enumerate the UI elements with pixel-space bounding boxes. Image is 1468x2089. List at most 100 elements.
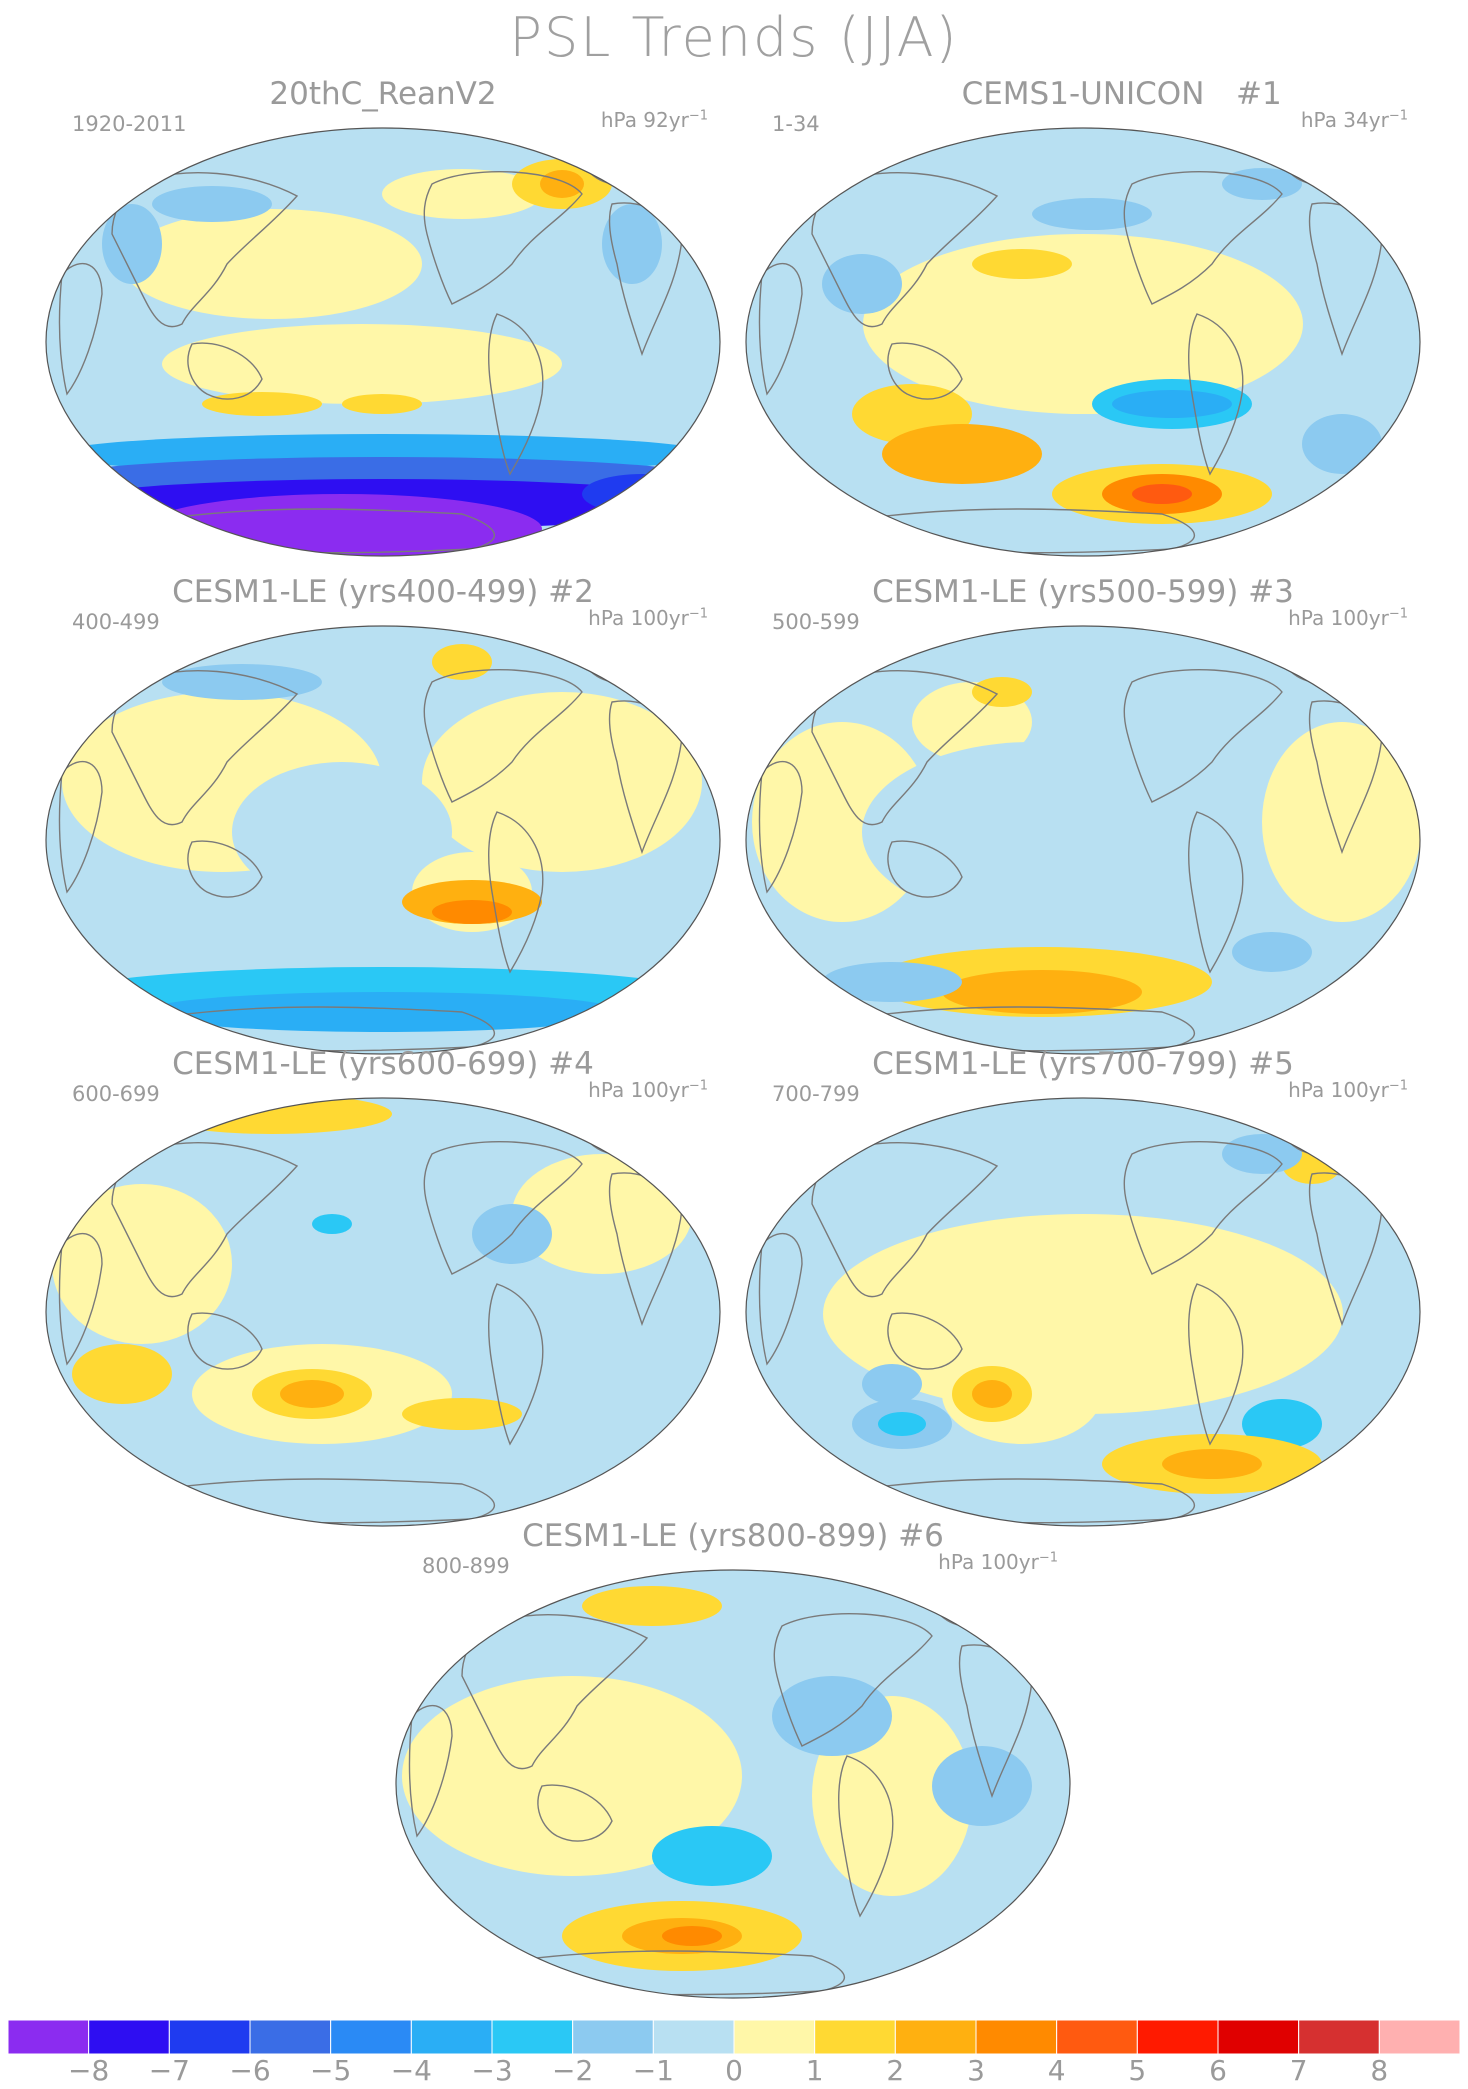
panel-title: CEMS1-UNICON: [961, 76, 1205, 112]
coastline: [488, 1283, 544, 1446]
panel-title: CESM1-LE (yrs400-499) #2: [172, 574, 594, 610]
trend-contour: [1232, 932, 1312, 972]
trend-contour: [822, 962, 962, 1002]
trend-contour: [1032, 198, 1152, 230]
trend-contour: [1262, 722, 1420, 922]
trend-contour: [862, 1364, 922, 1404]
trend-contour: [72, 1344, 172, 1404]
coastline: [887, 840, 963, 898]
colorbar-box: [168, 2020, 251, 2055]
trend-contour: [1162, 1449, 1262, 1479]
map-panel-cesm-5: CESM1-LE (yrs700-799) #5 700-799 hPa 100…: [736, 1046, 1430, 1536]
trend-contour: [280, 1380, 344, 1408]
coastline: [111, 1142, 299, 1298]
colorbar-box: [572, 2020, 654, 2055]
map-panel-unicon: CEMS1-UNICON #1 1-34 hPa 34yr−1: [736, 76, 1430, 566]
trend-contour: [162, 664, 322, 700]
trend-contour: [1112, 390, 1232, 418]
coastline: [811, 670, 999, 826]
trend-contour: [432, 644, 492, 680]
trend-contour: [232, 762, 452, 902]
panel-units: hPa 100yr−1: [1288, 606, 1408, 630]
colorbar-tick-label: 6: [1209, 2054, 1227, 2087]
coastline: [423, 171, 583, 305]
colorbar-box: [8, 2020, 90, 2055]
trend-contour: [972, 249, 1072, 279]
panel-years: 1-34: [772, 112, 820, 136]
colorbar-box: [894, 2020, 977, 2055]
trend-map: [45, 625, 721, 1055]
colorbar-tick-label: −6: [229, 2054, 271, 2087]
panel-units: hPa 34yr−1: [1300, 108, 1408, 132]
colorbar-box: [330, 2020, 412, 2055]
colorbar-box: [249, 2020, 332, 2055]
coastline: [1188, 811, 1244, 974]
colorbar-box: [975, 2020, 1058, 2055]
trend-map: [395, 1569, 1071, 1999]
map-border: [45, 1097, 721, 1527]
coastline: [187, 342, 263, 400]
coastline: [187, 840, 263, 898]
trend-map: [745, 127, 1421, 557]
trend-contour: [582, 474, 702, 514]
coastline: [408, 1704, 453, 1838]
coastline: [423, 1141, 583, 1275]
trend-contour: [72, 1446, 312, 1482]
trend-contour: [882, 424, 1042, 484]
trend-contour: [1222, 1134, 1302, 1174]
coastline: [58, 262, 103, 396]
coastline: [488, 811, 544, 974]
map-border: [745, 1097, 1421, 1527]
coastline: [758, 760, 803, 894]
colorbar-box: [652, 2020, 735, 2055]
panel-title: 20thC_ReanV2: [269, 76, 497, 112]
colorbar-box: [814, 2020, 896, 2055]
coastline: [461, 1614, 649, 1770]
trend-contour: [662, 1926, 722, 1946]
trend-contour: [862, 742, 1202, 922]
panel-title: CESM1-LE (yrs500-599) #3: [872, 574, 1294, 610]
trend-contour: [582, 1586, 722, 1626]
map-border: [395, 1569, 1071, 1999]
trend-contour: [312, 1214, 352, 1234]
trend-contour: [432, 900, 512, 924]
trend-contour: [102, 204, 162, 284]
trend-contour: [152, 186, 272, 222]
colorbar-tick-label: −7: [148, 2054, 190, 2087]
colorbar-tick-label: −5: [310, 2054, 352, 2087]
figure-title: PSL Trends (JJA): [509, 6, 959, 69]
coastline: [1188, 313, 1244, 476]
coastline: [887, 342, 963, 400]
trend-map: [745, 1097, 1421, 1527]
trend-contour: [402, 1398, 522, 1430]
colorbar-tick-label: 7: [1289, 2054, 1308, 2087]
trend-contour: [512, 224, 692, 344]
trend-contour: [602, 204, 662, 284]
panel-units: hPa 100yr−1: [588, 1078, 708, 1102]
coastline: [1123, 171, 1283, 305]
coastline: [758, 262, 803, 396]
colorbar-tick-label: −4: [390, 2054, 432, 2087]
trend-contour: [932, 1746, 1032, 1826]
panel-units: hPa 100yr−1: [588, 606, 708, 630]
trend-contour: [122, 209, 422, 319]
coastline: [838, 1755, 894, 1918]
coastline: [187, 1312, 263, 1370]
trend-map: [745, 625, 1421, 1055]
trend-contour: [152, 1098, 392, 1134]
map-panel-cesm-4: CESM1-LE (yrs600-699) #4 600-699 hPa 100…: [36, 1046, 730, 1536]
coastline: [811, 1142, 999, 1298]
colorbar-box: [1217, 2020, 1300, 2055]
colorbar-box: [1298, 2020, 1380, 2055]
map-panel-cesm-6: CESM1-LE (yrs800-899) #6 800-899 hPa 100…: [386, 1518, 1080, 2008]
coastline: [1123, 669, 1283, 803]
coastline: [423, 669, 583, 803]
trend-contour: [972, 677, 1032, 707]
colorbar-tick-label: 0: [725, 2054, 743, 2087]
map-panel-cesm-3: CESM1-LE (yrs500-599) #3 500-599 hPa 100…: [736, 574, 1430, 1064]
colorbar-tick-label: 4: [1047, 2054, 1066, 2087]
panel-years: 700-799: [772, 1082, 860, 1106]
colorbar-tick-label: −1: [632, 2054, 674, 2087]
colorbar-box: [1378, 2020, 1460, 2055]
trend-contour: [1302, 414, 1382, 474]
